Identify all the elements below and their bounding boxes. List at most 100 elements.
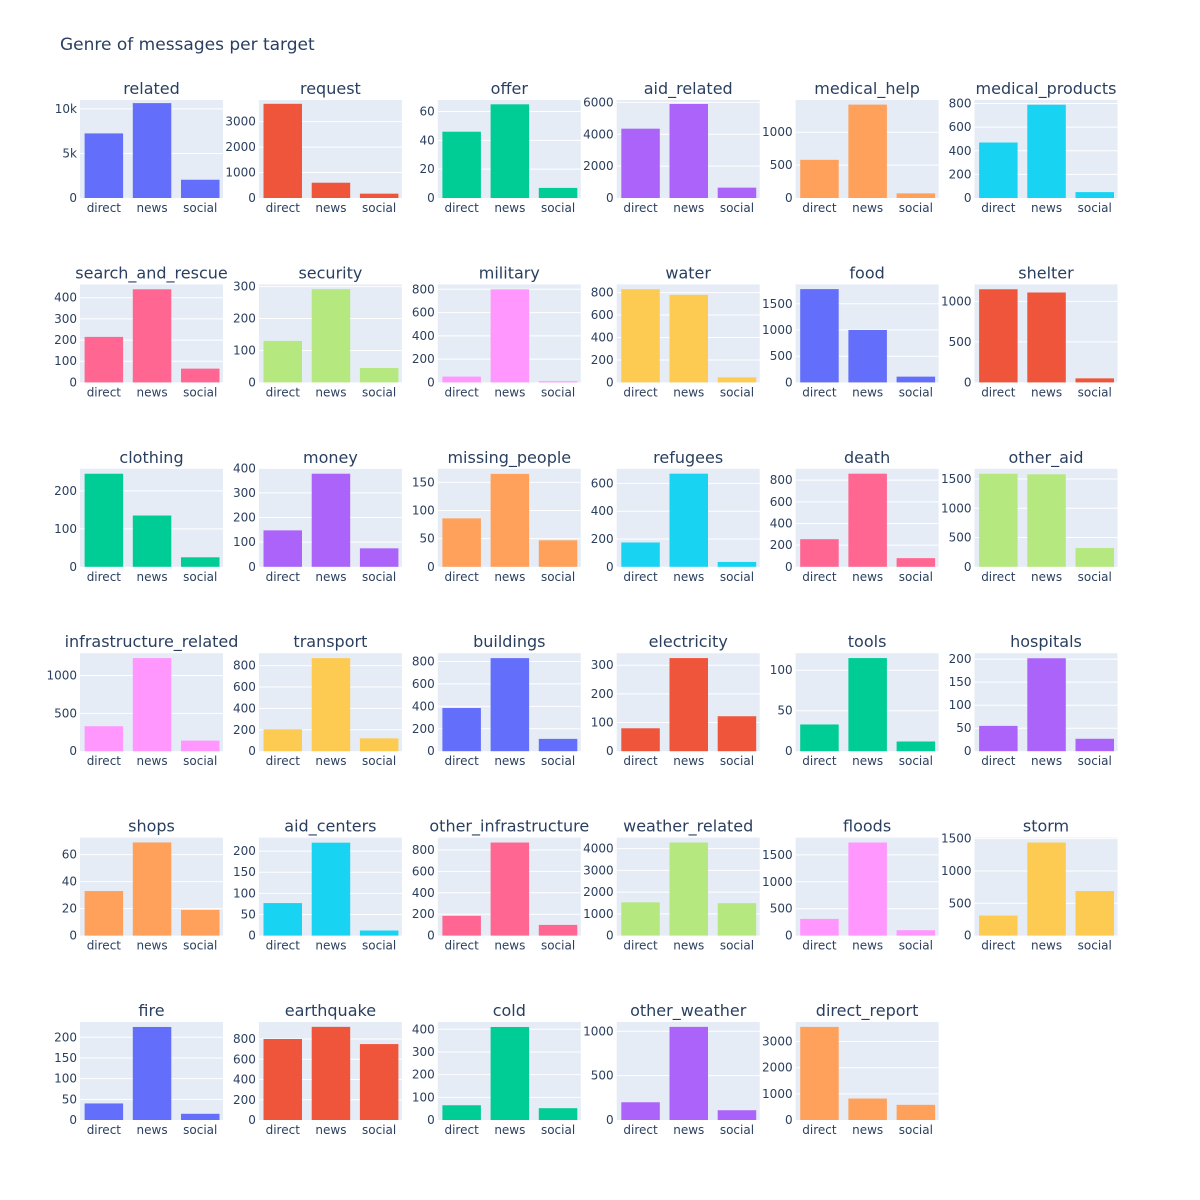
subplot-offer-bar-direct [442, 131, 481, 198]
subplot-electricity-xtick-label: social [720, 754, 754, 768]
subplot-shelter: 0 500 1000 direct news social shelter [941, 263, 1118, 399]
subplot-military-ytick-label: 400 [412, 329, 435, 343]
subplot-other-infrastructure: 0 200 400 600 800 direct news social other_infra… [412, 817, 589, 953]
subplot-food-xtick-label: direct [802, 385, 837, 399]
subplot-request-bar-social [359, 193, 399, 198]
subplot-storm-bar-social [1075, 890, 1114, 936]
subplot-aid-related-ytick-label: 6000 [583, 95, 614, 109]
subplot-missing-people-xtick-label: social [541, 570, 575, 584]
subplot-death-ytick-label: 600 [770, 495, 793, 509]
subplot-buildings-xtick-label: news [494, 754, 525, 768]
subplot-weather-related-xtick-label: social [720, 939, 754, 953]
subplot-shops-title: shops [128, 817, 175, 836]
subplot-earthquake-bar-social [359, 1044, 399, 1120]
subplot-direct-report-ytick-label: 1000 [762, 1087, 793, 1101]
subplot-weather-related-bar-social [717, 903, 757, 936]
subplot-other-aid-bar-news [1027, 474, 1066, 567]
subplot-storm-bar-news [1027, 842, 1066, 936]
subplot-infrastructure-related-ytick-label: 1000 [46, 669, 77, 683]
subplot-request-ytick-label: 3000 [225, 115, 256, 129]
subplot-electricity-bar-news [669, 658, 708, 752]
subplot-medical-help-ytick-label: 0 [785, 191, 793, 205]
subplot-medical-products-bar-social [1075, 192, 1114, 198]
subplot-transport-bar-social [359, 738, 399, 752]
subplot-clothing-title: clothing [119, 448, 183, 467]
subplot-water-xtick-label: social [720, 385, 754, 399]
subplot-tools-xtick-label: social [899, 754, 933, 768]
subplot-fire-bar-social [181, 1113, 220, 1120]
subplot-offer-bar-social [538, 187, 578, 198]
subplot-aid-related-xtick-label: direct [623, 201, 658, 215]
subplot-death-ytick-label: 800 [770, 473, 793, 487]
subplot-cold-bar-direct [442, 1105, 481, 1120]
subplot-water-xtick-label: news [673, 385, 704, 399]
subplot-shelter-ytick-label: 500 [949, 335, 972, 349]
subplot-security-ytick-label: 200 [233, 312, 256, 326]
subplot-missing-people-ytick-label: 100 [412, 503, 435, 517]
subplot-weather-related-ytick-label: 1000 [583, 907, 614, 921]
subplot-aid-centers-bar-direct [263, 903, 302, 936]
subplot-refugees-ytick-label: 400 [591, 504, 614, 518]
subplot-other-aid-ytick-label: 1000 [941, 501, 972, 515]
subplot-offer: 0 20 40 60 direct news social offer [420, 79, 581, 215]
subplot-medical-help-ytick-label: 500 [770, 158, 793, 172]
subplot-weather-related-bar-direct [621, 902, 660, 936]
subplot-cold-xtick-label: social [541, 1123, 575, 1137]
subplot-water-ytick-label: 600 [591, 308, 614, 322]
subplot-related-title: related [123, 79, 180, 98]
subplot-electricity-bar-social [717, 716, 757, 752]
subplot-weather-related-xtick-label: direct [623, 939, 658, 953]
subplot-other-aid-ytick-label: 0 [964, 560, 972, 574]
subplot-tools: 0 50 100 direct news social tools [770, 632, 939, 768]
subplot-transport: 0 200 400 600 800 direct news social transport [233, 632, 402, 768]
subplot-offer-ytick-label: 40 [420, 133, 435, 147]
subplot-medical-products-ytick-label: 0 [964, 191, 972, 205]
subplot-water-title: water [665, 263, 711, 282]
subplot-aid-related-ytick-label: 2000 [583, 159, 614, 173]
subplot-shelter-xtick-label: direct [981, 385, 1016, 399]
subplot-cold-ytick-label: 400 [412, 1022, 435, 1036]
subplot-search-and-rescue-xtick-label: social [183, 385, 217, 399]
subplot-money-title: money [303, 448, 358, 467]
subplot-medical-products-title: medical_products [976, 79, 1117, 99]
subplot-direct-report-ytick-label: 2000 [762, 1061, 793, 1075]
subplot-other-weather-xtick-label: news [673, 1123, 704, 1137]
subplot-refugees-ytick-label: 600 [591, 476, 614, 490]
subplot-search-and-rescue-ytick-label: 200 [54, 333, 77, 347]
subplot-other-weather-ytick-label: 500 [591, 1069, 614, 1083]
subplot-food-ytick-label: 1000 [762, 323, 793, 337]
subplot-other-aid-title: other_aid [1008, 448, 1083, 468]
subplot-water-xtick-label: direct [623, 385, 658, 399]
subplot-security-ytick-label: 300 [233, 280, 256, 294]
subplot-fire-ytick-label: 200 [54, 1030, 77, 1044]
subplot-death-ytick-label: 200 [770, 538, 793, 552]
subplot-tools-bar-social [896, 741, 936, 752]
subplot-aid-related-xtick-label: social [720, 201, 754, 215]
subplot-military-bar-social [538, 381, 578, 383]
subplot-missing-people-ytick-label: 50 [420, 532, 435, 546]
subplot-offer-xtick-label: social [541, 201, 575, 215]
subplot-death-xtick-label: news [852, 570, 883, 584]
subplot-security-xtick-label: news [315, 385, 346, 399]
subplot-military-title: military [479, 263, 540, 282]
subplot-cold-ytick-label: 300 [412, 1045, 435, 1059]
subplot-medical-help-bar-social [896, 193, 936, 198]
subplot-earthquake-ytick-label: 400 [233, 1073, 256, 1087]
subplot-hospitals-ytick-label: 50 [956, 721, 971, 735]
subplot-search-and-rescue-bar-social [181, 368, 220, 383]
subplot-medical-help-xtick-label: news [852, 201, 883, 215]
subplot-aid-centers-ytick-label: 100 [233, 886, 256, 900]
subplot-earthquake-bar-direct [263, 1039, 302, 1120]
subplot-storm-xtick-label: social [1078, 939, 1112, 953]
subplot-refugees-title: refugees [653, 448, 723, 467]
subplot-electricity-ytick-label: 300 [591, 658, 614, 672]
subplot-tools-ytick-label: 50 [777, 704, 792, 718]
subplot-refugees-xtick-label: news [673, 570, 704, 584]
subplot-cold-xtick-label: direct [444, 1123, 479, 1137]
subplot-other-weather: 0 500 1000 direct news social other_weather [583, 1001, 760, 1137]
subplot-direct-report-bar-news [848, 1098, 887, 1120]
subplot-fire-ytick-label: 50 [62, 1092, 77, 1106]
subplot-money-xtick-label: news [315, 570, 346, 584]
subplot-money-xtick-label: direct [266, 570, 301, 584]
subplot-cold-ytick-label: 200 [412, 1068, 435, 1082]
